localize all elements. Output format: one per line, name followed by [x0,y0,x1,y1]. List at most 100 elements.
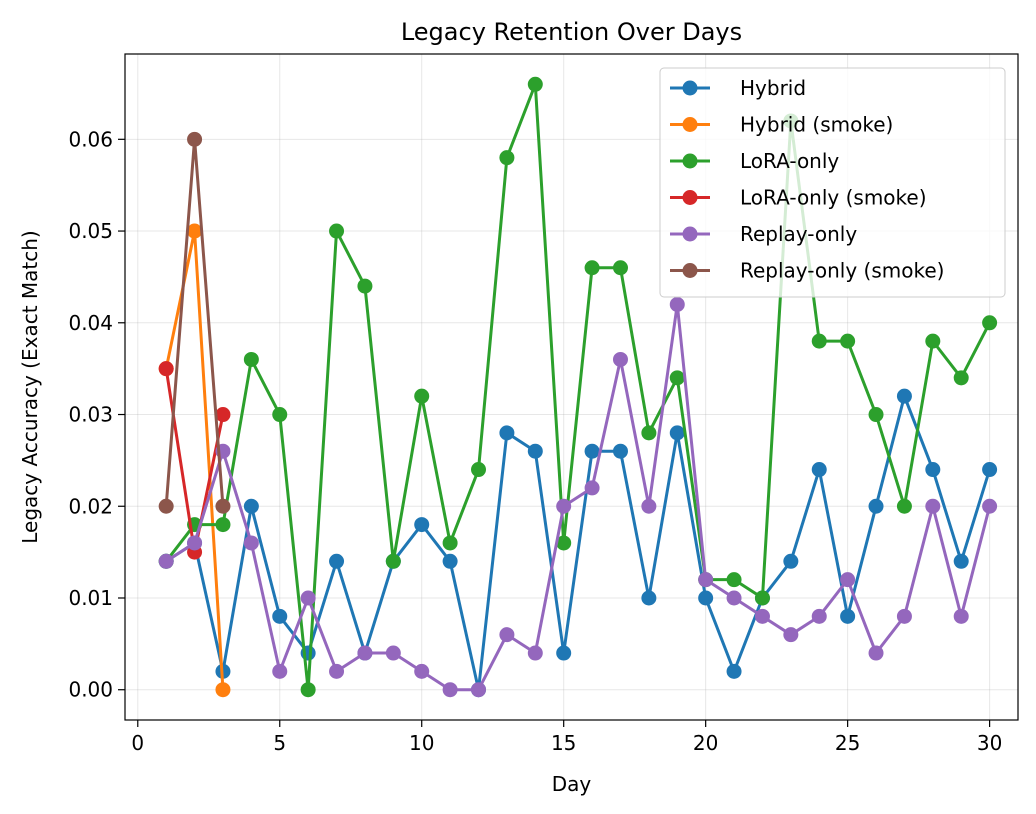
plot-frame [124,53,1019,721]
series-layer [158,76,998,698]
legend-label: Replay-only [740,222,857,246]
data-point-lora-only [385,553,401,569]
data-point-hybrid [925,462,941,478]
series-line-lora-only [164,82,991,692]
data-point-replay-only [329,663,345,679]
data-point-lora-only [669,370,685,386]
y-tick-label: 0.00 [68,678,113,702]
data-point-lora-only [471,462,487,478]
data-point-replay-only [499,627,515,643]
data-point-lora-only [499,150,515,166]
series-replay-only [158,296,998,698]
data-point-lora-only [357,278,373,294]
data-point-replay-only [243,535,259,551]
data-point-lora-only [754,590,770,606]
y-tick: 0.05 [68,219,125,243]
legend-label: Replay-only (smoke) [740,259,944,283]
data-point-lora-only [527,76,543,92]
x-tick: 25 [835,720,860,755]
data-point-replay-only [669,296,685,312]
legend-label: LoRA-only [740,149,839,173]
data-point-replay-only [471,682,487,698]
legend-marker [682,117,698,132]
legend-label: Hybrid [740,76,806,100]
x-tick-label: 5 [273,731,286,755]
data-point-hybrid [612,443,628,459]
x-tick-label: 20 [693,731,718,755]
x-axis: 0 5 10 15 20 25 30 [131,720,1002,755]
data-point-replay-only [840,572,856,588]
data-point-hybrid [527,443,543,459]
y-tick: 0.06 [68,127,125,151]
legend-marker [682,80,698,96]
data-point-replay-only [953,608,969,624]
data-point-hybrid-smoke [187,223,203,239]
data-point-lora-only [556,535,572,551]
x-tick-label: 0 [131,731,144,755]
data-point-replay-only [187,535,203,551]
data-point-lora-only [641,425,657,441]
y-tick-label: 0.02 [68,494,113,518]
legend: Hybrid Hybrid (smoke) LoRA-only LoRA-only (… [659,67,1006,298]
chart-title: Legacy Retention Over Days [401,18,742,46]
legend-entry: LoRA-only [670,149,839,173]
data-point-lora-only-smoke [215,407,231,423]
data-point-lora-only [925,333,941,349]
y-axis: 0.00 0.01 0.02 0.03 0.04 0.05 0.06 [68,127,125,702]
y-axis-label: Legacy Accuracy (Exact Match) [18,230,42,543]
legend-label: LoRA-only (smoke) [740,186,927,210]
data-point-hybrid [726,663,742,679]
data-point-replay-only [272,663,288,679]
data-point-hybrid [840,608,856,624]
data-point-hybrid [811,462,827,478]
series-lora-only [158,76,998,698]
data-point-replay-only [754,608,770,624]
legend-frame [659,67,1006,298]
data-point-hybrid [641,590,657,606]
data-point-replay-only [357,645,373,661]
data-point-lora-only [982,315,998,331]
data-point-replay-only-smoke [215,498,231,514]
data-point-lora-only-smoke [158,361,174,377]
legend-entry: Hybrid [670,76,806,100]
y-tick-label: 0.04 [68,311,113,335]
legend-entry: LoRA-only (smoke) [670,186,927,210]
legend-marker [682,226,698,242]
data-point-hybrid [584,443,600,459]
data-point-lora-only [584,260,600,276]
data-point-hybrid [556,645,572,661]
legend-entry: Hybrid (smoke) [670,113,893,137]
legend-marker [682,190,698,205]
data-point-lora-only [953,370,969,386]
data-point-replay-only [442,682,458,698]
y-tick: 0.01 [68,586,125,610]
data-point-hybrid [272,608,288,624]
data-point-hybrid [783,553,799,569]
data-point-hybrid [868,498,884,514]
data-point-replay-only [641,498,657,514]
data-point-replay-only-smoke [158,498,174,514]
data-point-lora-only [840,333,856,349]
data-point-lora-only [726,572,742,588]
y-tick: 0.00 [68,678,125,702]
x-tick-label: 10 [409,731,434,755]
data-point-replay-only [811,608,827,624]
y-tick-label: 0.05 [68,219,113,243]
series-replay-only-smoke [158,131,231,514]
data-point-lora-only [329,223,345,239]
data-point-hybrid [669,425,685,441]
data-point-replay-only [698,572,714,588]
data-point-lora-only [300,682,316,698]
data-point-replay-only [527,645,543,661]
y-tick: 0.04 [68,311,125,335]
x-tick-label: 30 [977,731,1002,755]
legend-entry: Replay-only [670,222,857,246]
x-axis-label: Day [552,772,592,796]
data-point-hybrid [499,425,515,441]
data-point-replay-only [783,627,799,643]
data-point-hybrid-smoke [215,682,231,698]
x-tick: 0 [131,720,144,755]
data-point-replay-only [300,590,316,606]
x-tick: 5 [273,720,286,755]
